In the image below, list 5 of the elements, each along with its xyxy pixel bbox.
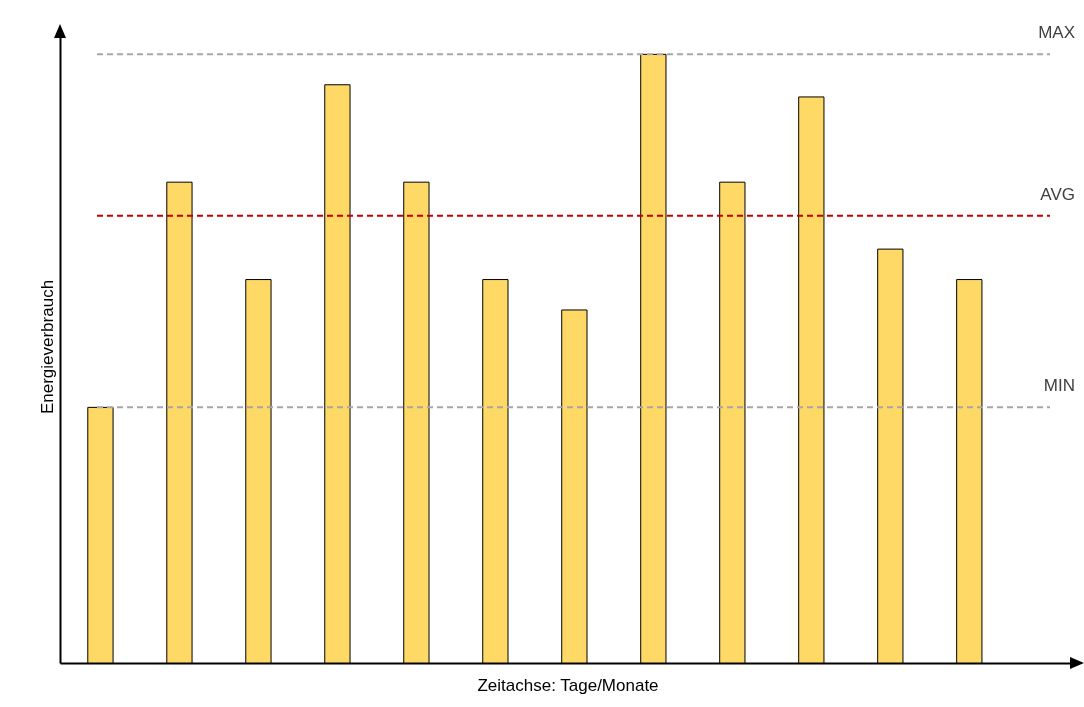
y-axis-title: Energieverbrauch [37, 279, 57, 415]
ref-line-label: AVG [1040, 184, 1075, 204]
ref-line-label: MIN [1043, 376, 1075, 396]
x-axis-title: Zeitachse: Tage/Monate [477, 675, 659, 695]
ref-line-label: MAX [1038, 23, 1075, 43]
